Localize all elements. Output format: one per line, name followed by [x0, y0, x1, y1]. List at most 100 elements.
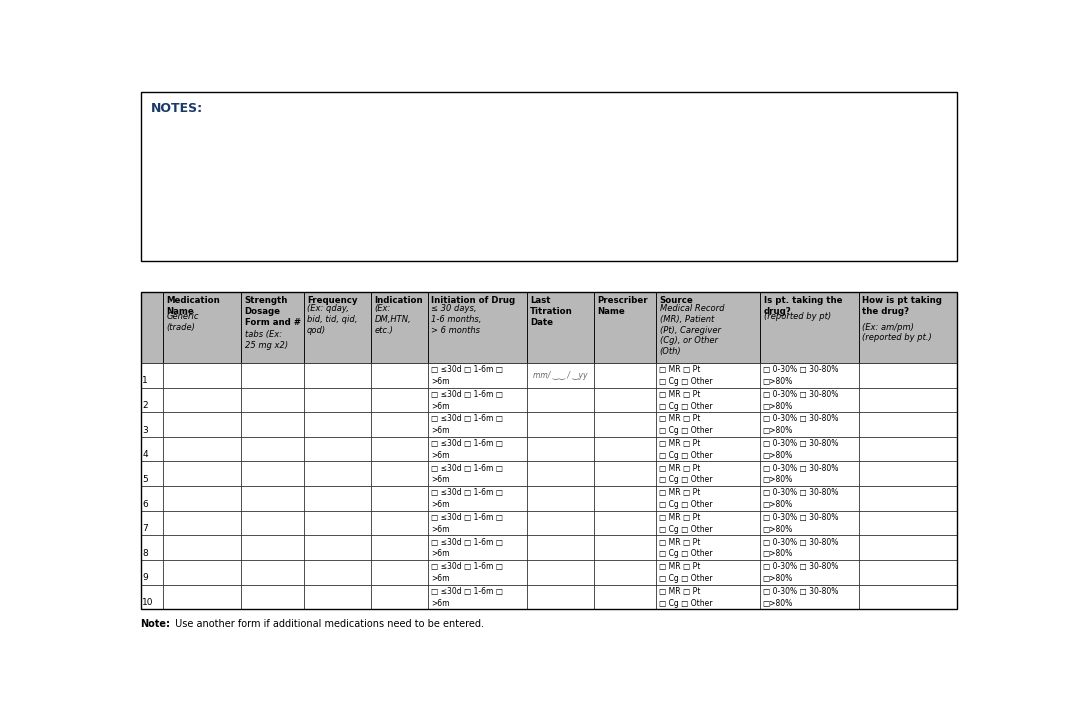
Bar [527, 388, 594, 412]
Text: □ 0-30% □ 30-80%: □ 0-30% □ 30-80% [763, 365, 839, 374]
Text: >6m: >6m [431, 426, 450, 436]
Bar [303, 486, 371, 511]
Text: □ 0-30% □ 30-80%: □ 0-30% □ 30-80% [763, 538, 839, 546]
Text: □ 0-30% □ 30-80%: □ 0-30% □ 30-80% [763, 562, 839, 571]
Text: □ Cg □ Other: □ Cg □ Other [659, 500, 713, 509]
Text: □ ≤30d □ 1-6m □: □ ≤30d □ 1-6m □ [431, 562, 503, 571]
Text: □ ≤30d □ 1-6m □: □ ≤30d □ 1-6m □ [431, 587, 503, 596]
Text: □ 0-30% □ 30-80%: □ 0-30% □ 30-80% [763, 488, 839, 497]
Bar [163, 585, 241, 609]
Bar [760, 292, 859, 363]
Bar [371, 585, 428, 609]
Bar [141, 536, 163, 560]
Text: (Ex: qday,
bid, tid, qid,
qod): (Ex: qday, bid, tid, qid, qod) [306, 304, 357, 335]
Bar [241, 363, 303, 388]
Bar [303, 536, 371, 560]
Bar [594, 486, 657, 511]
Bar [760, 461, 859, 486]
Text: □>80%: □>80% [763, 500, 793, 509]
Text: NOTES:: NOTES: [151, 101, 203, 115]
Bar [241, 388, 303, 412]
Bar [141, 388, 163, 412]
Bar [303, 461, 371, 486]
Bar [428, 437, 527, 461]
Text: □ Cg □ Other: □ Cg □ Other [659, 377, 713, 386]
Text: (Ex: am/pm)
(reported by pt.): (Ex: am/pm) (reported by pt.) [862, 312, 932, 342]
Bar [371, 511, 428, 536]
Bar [241, 437, 303, 461]
Bar [241, 511, 303, 536]
Bar [163, 560, 241, 585]
Text: □ MR □ Pt: □ MR □ Pt [659, 463, 700, 473]
Bar [303, 585, 371, 609]
Bar [163, 388, 241, 412]
Bar [859, 292, 958, 363]
Bar [527, 363, 594, 388]
Text: □>80%: □>80% [763, 377, 793, 386]
Bar [428, 412, 527, 437]
Text: □ MR □ Pt: □ MR □ Pt [659, 538, 700, 546]
Text: 1: 1 [142, 376, 148, 386]
Bar [371, 388, 428, 412]
Text: Last
Titration
Date: Last Titration Date [530, 296, 573, 327]
Text: Initiation of Drug: Initiation of Drug [431, 296, 516, 306]
Bar [657, 437, 760, 461]
Bar [371, 363, 428, 388]
Bar [141, 437, 163, 461]
Bar [859, 585, 958, 609]
Bar [141, 412, 163, 437]
Bar [428, 388, 527, 412]
Bar [760, 363, 859, 388]
Text: Note:: Note: [141, 619, 171, 629]
Bar [141, 560, 163, 585]
Text: 5: 5 [142, 475, 148, 484]
Bar [241, 585, 303, 609]
Text: □ ≤30d □ 1-6m □: □ ≤30d □ 1-6m □ [431, 513, 503, 522]
Bar [760, 388, 859, 412]
Text: >6m: >6m [431, 500, 450, 509]
Text: 10: 10 [142, 598, 154, 607]
Bar [303, 388, 371, 412]
Text: □ Cg □ Other: □ Cg □ Other [659, 476, 713, 485]
Bar [141, 486, 163, 511]
Text: □ 0-30% □ 30-80%: □ 0-30% □ 30-80% [763, 439, 839, 448]
Bar [141, 461, 163, 486]
Bar [428, 363, 527, 388]
Bar [141, 292, 163, 363]
Text: >6m: >6m [431, 598, 450, 608]
Text: □ ≤30d □ 1-6m □: □ ≤30d □ 1-6m □ [431, 365, 503, 374]
Bar [241, 560, 303, 585]
Text: □ MR □ Pt: □ MR □ Pt [659, 488, 700, 497]
Bar [241, 292, 303, 363]
Text: mm/ ‿‿ / ‿yy: mm/ ‿‿ / ‿yy [533, 371, 588, 380]
Bar [657, 486, 760, 511]
Bar [527, 585, 594, 609]
Text: □>80%: □>80% [763, 476, 793, 485]
Bar [428, 585, 527, 609]
Text: □>80%: □>80% [763, 598, 793, 608]
Text: □>80%: □>80% [763, 401, 793, 411]
Bar [594, 412, 657, 437]
Bar [859, 363, 958, 388]
Bar [859, 461, 958, 486]
Text: 6: 6 [142, 500, 148, 508]
Bar [303, 560, 371, 585]
Bar [371, 560, 428, 585]
Text: □ ≤30d □ 1-6m □: □ ≤30d □ 1-6m □ [431, 439, 503, 448]
Bar [859, 388, 958, 412]
Bar [371, 412, 428, 437]
Text: □ MR □ Pt: □ MR □ Pt [659, 562, 700, 571]
Text: □ 0-30% □ 30-80%: □ 0-30% □ 30-80% [763, 414, 839, 423]
Text: □ MR □ Pt: □ MR □ Pt [659, 390, 700, 398]
Bar [657, 388, 760, 412]
Text: □ MR □ Pt: □ MR □ Pt [659, 365, 700, 374]
Bar [594, 560, 657, 585]
Text: Medication
Name: Medication Name [167, 296, 220, 316]
Bar [657, 412, 760, 437]
Text: □ Cg □ Other: □ Cg □ Other [659, 598, 713, 608]
Bar [163, 437, 241, 461]
Text: □ 0-30% □ 30-80%: □ 0-30% □ 30-80% [763, 587, 839, 596]
Bar [371, 461, 428, 486]
Bar [371, 292, 428, 363]
Bar [594, 363, 657, 388]
